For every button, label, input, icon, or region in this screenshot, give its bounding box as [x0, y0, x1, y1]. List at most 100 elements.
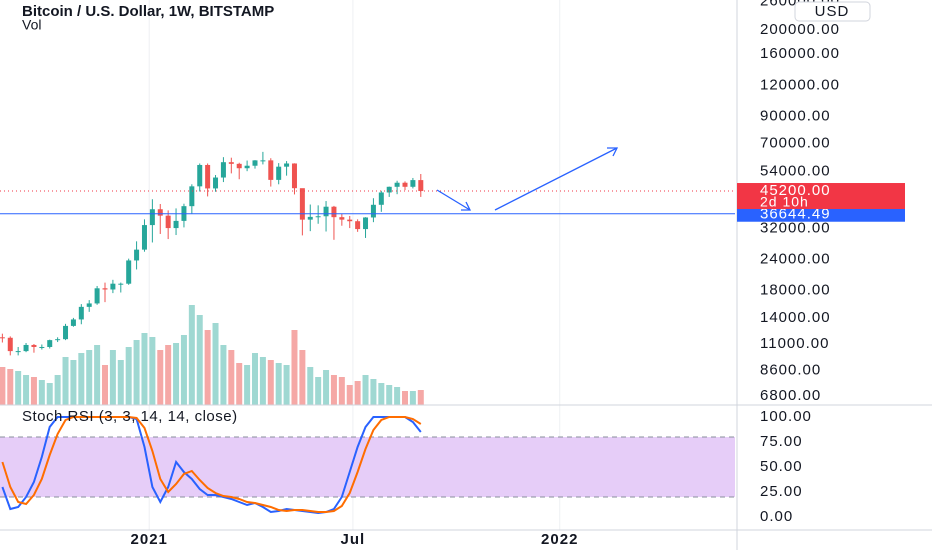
y-tick-label: 24000.00	[760, 251, 831, 268]
currency-button[interactable]	[794, 1, 871, 22]
candle-body	[284, 163, 290, 167]
volume-bar	[173, 343, 180, 405]
y-tick-label: 200000.00	[760, 21, 840, 38]
candle-body	[86, 303, 92, 307]
candle-body	[102, 288, 108, 290]
volume-bar	[149, 337, 156, 405]
volume-bar	[94, 345, 101, 405]
indicator-title: Stoch RSI (3, 3, 14, 14, close)	[22, 408, 238, 425]
volume-bar	[307, 367, 314, 405]
x-tick-label: 2022	[541, 531, 578, 548]
volume-bar	[23, 375, 30, 405]
volume-bar	[7, 369, 14, 405]
volume-bar	[62, 357, 69, 405]
volume-bar	[291, 330, 298, 405]
candle-body	[299, 188, 305, 220]
candle-body	[339, 217, 345, 220]
stoch-line	[1, 416, 422, 513]
arrow-head[interactable]	[461, 201, 472, 211]
arrow-head[interactable]	[607, 147, 619, 157]
candle-body	[363, 217, 369, 230]
volume-bar	[236, 363, 243, 405]
candle-body	[370, 204, 376, 218]
volume-bar	[370, 379, 377, 405]
candle-body	[291, 163, 297, 189]
candle-body	[165, 215, 171, 229]
candle-body	[331, 206, 337, 218]
candle-body	[47, 340, 53, 347]
chart-title: Bitcoin / U.S. Dollar, 1W, BITSTAMP	[22, 3, 274, 20]
x-tick-label: 2021	[131, 531, 168, 548]
volume-bar	[417, 390, 424, 405]
candle-body	[94, 288, 100, 304]
volume-bar	[157, 350, 164, 405]
candle-body	[378, 192, 384, 205]
candle-body	[315, 216, 321, 218]
candle-body	[63, 325, 69, 340]
y-tick-label: 8600.00	[760, 362, 821, 379]
last-price-box	[737, 183, 905, 210]
candle-body	[197, 164, 203, 187]
volume-bar	[204, 330, 211, 405]
volume-bar	[30, 377, 37, 405]
volume-bar	[378, 383, 385, 405]
volume-label: Vol	[22, 17, 41, 33]
volume-bar	[299, 350, 306, 405]
user-drawing-arrows[interactable]	[436, 147, 619, 211]
y-tick-label: 0.00	[760, 508, 793, 525]
volume-bar	[386, 385, 393, 405]
volume-bar	[78, 353, 85, 405]
y-tick-label: 6800.00	[760, 387, 821, 404]
volume-bar	[409, 391, 416, 405]
candle-body	[347, 219, 353, 222]
candle-body	[386, 186, 392, 193]
y-tick-label: 90000.00	[760, 107, 831, 124]
candle-body	[7, 337, 13, 352]
volume-bar	[70, 360, 77, 405]
plot-layer	[0, 151, 735, 515]
candle-body	[402, 182, 408, 187]
y-tick-label: 32000.00	[760, 219, 831, 236]
volume-bar	[275, 363, 282, 405]
candle-body	[276, 166, 282, 180]
candle-body	[189, 186, 195, 207]
y-tick-label: 50.00	[760, 458, 803, 475]
candle-body	[236, 163, 242, 169]
volume-bar	[0, 367, 6, 405]
volume-bar	[283, 365, 290, 405]
x-tick-label: Jul	[341, 531, 366, 548]
currency-label[interactable]: USD	[815, 3, 850, 20]
y-tick-label: 14000.00	[760, 309, 831, 326]
volume-bar	[394, 387, 401, 405]
candle-body	[268, 160, 274, 180]
volume-bar	[259, 357, 266, 405]
candle-body	[418, 180, 424, 192]
last-price-label: 45200.00	[760, 182, 831, 199]
volume-bar	[362, 375, 369, 405]
drawn-line[interactable]	[436, 189, 471, 211]
volume-bar	[402, 391, 408, 405]
candle-body	[213, 177, 219, 189]
y-tick-label: 120000.00	[760, 76, 840, 93]
candle-body	[55, 339, 61, 341]
candle-body	[134, 249, 140, 261]
candle-body	[118, 283, 124, 285]
candle-body	[394, 182, 400, 187]
volume-bar	[212, 323, 219, 405]
candle-body	[252, 160, 258, 166]
candle-body	[70, 319, 76, 326]
volume-bar	[180, 335, 187, 405]
volume-bar	[54, 375, 61, 405]
volume-bar	[141, 333, 148, 405]
y-tick-label: 75.00	[760, 433, 803, 450]
volume-bar	[196, 315, 203, 405]
volume-bar	[338, 377, 345, 405]
drawn-line[interactable]	[494, 147, 618, 211]
volume-bar	[117, 360, 124, 405]
volume-bar	[354, 381, 361, 405]
volume-bar	[323, 370, 330, 405]
candle-body	[307, 216, 313, 220]
candle-body	[244, 165, 250, 169]
